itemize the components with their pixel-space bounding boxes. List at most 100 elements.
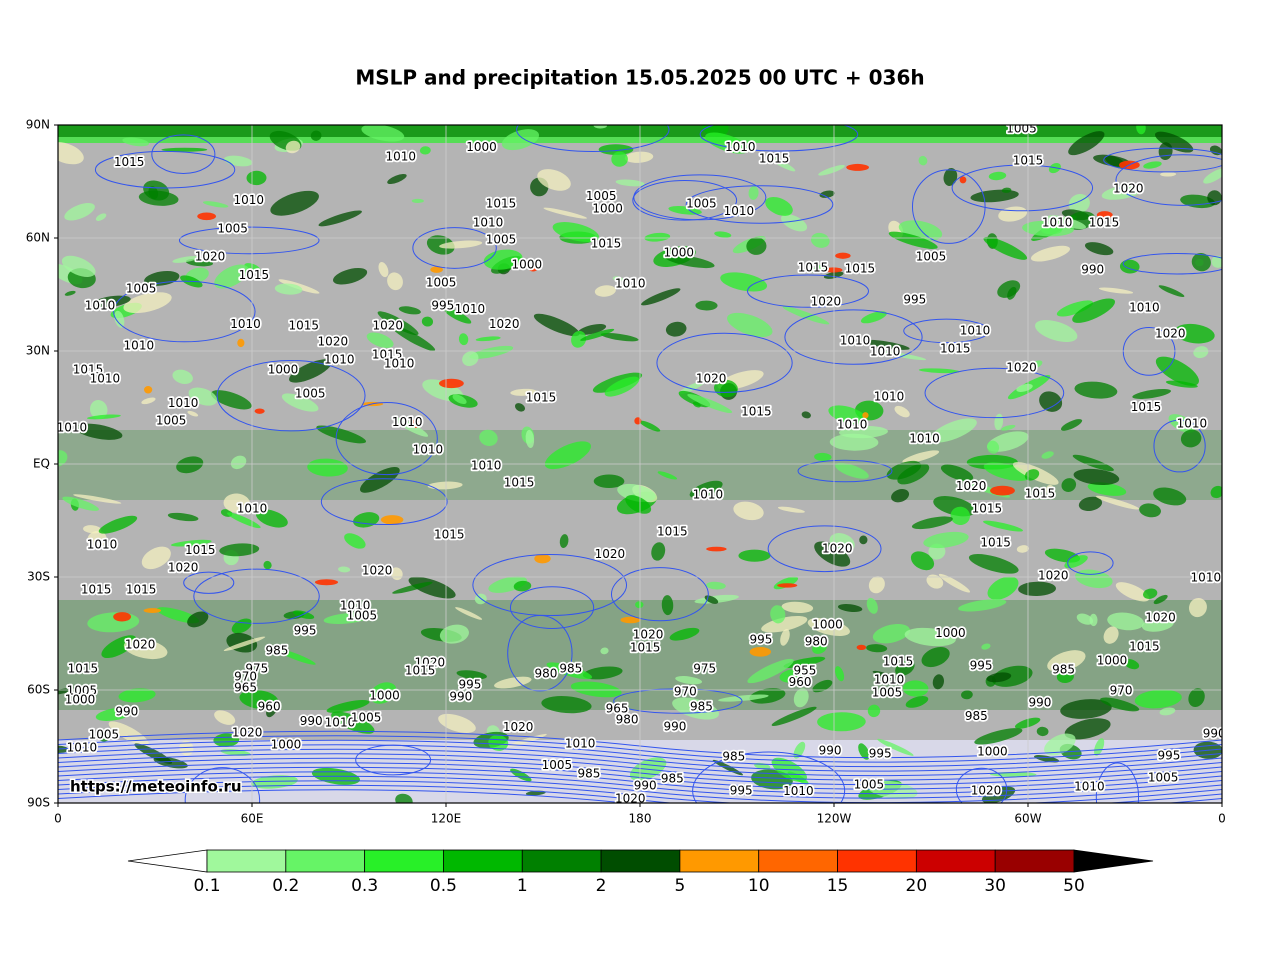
precip-blob [143, 180, 170, 201]
pressure-label: 1015 [798, 261, 829, 275]
precip-blob [987, 576, 1019, 600]
precip-blob [600, 332, 639, 342]
pressure-label: 1020 [811, 295, 842, 309]
precip-blob [90, 399, 108, 420]
pressure-label: 1000 [466, 140, 497, 154]
isobar-curve [151, 134, 216, 175]
pressure-label: 1005 [67, 684, 98, 698]
y-tick-label: 90S [27, 796, 50, 810]
precip-blob [185, 258, 214, 267]
precip-blob [1007, 286, 1017, 300]
pressure-label: 1000 [935, 626, 966, 640]
precip-blob [812, 679, 833, 693]
precip-blob [230, 455, 247, 470]
precip-blob [747, 658, 794, 684]
x-tick-label: 60W [1014, 812, 1041, 826]
heavy-precip [438, 378, 464, 389]
precip-blob [770, 605, 786, 624]
pressure-label: 1015 [1129, 640, 1160, 654]
pressure-label: 1015 [504, 475, 535, 489]
precip-blob [981, 643, 991, 650]
precip-blob [501, 129, 540, 151]
pressure-label: 1010 [1177, 417, 1208, 431]
pressure-label: 1020 [822, 541, 853, 555]
precip-blob [1203, 168, 1222, 184]
pressure-label: 1010 [124, 339, 155, 353]
colorbar-bin [364, 849, 444, 873]
precip-blob [310, 130, 322, 141]
pressure-label: 1020 [1145, 611, 1176, 625]
precip-blob [1158, 285, 1185, 297]
precip-blob [1154, 131, 1194, 153]
precip-blob [604, 376, 640, 397]
isobar-curve [747, 274, 869, 308]
pressure-label: 1015 [1013, 153, 1044, 167]
precip-blob [172, 369, 193, 385]
heavy-precip [237, 338, 245, 348]
precip-blob [510, 388, 538, 396]
pressure-label: 980 [805, 635, 828, 649]
precip-blob [733, 501, 764, 521]
colorbar-label: 0.1 [193, 876, 220, 896]
precip-blob [544, 441, 591, 470]
pressure-label: 1020 [232, 725, 263, 739]
precip-blob [369, 682, 397, 704]
precip-blob [170, 539, 212, 547]
precip-blob [926, 574, 944, 589]
pressure-label: 995 [1158, 748, 1181, 762]
precip-blob [1180, 429, 1202, 448]
pressure-label: 1010 [473, 215, 504, 229]
precip-blob [123, 292, 172, 314]
heavy-precip [990, 485, 1015, 496]
pressure-label: 995 [869, 747, 892, 761]
pressure-label: 1015 [980, 536, 1011, 550]
precip-blob [1074, 381, 1118, 399]
pressure-label: 1010 [230, 317, 261, 331]
precip-blob [593, 125, 607, 129]
pressure-label: 1000 [664, 246, 695, 260]
precip-blob [837, 604, 863, 612]
precip-blob [761, 615, 808, 633]
precip-blob [395, 793, 413, 803]
precip-blob [888, 231, 938, 249]
pressure-label: 990 [634, 779, 657, 793]
isobar-curve [183, 571, 235, 594]
precip-blob [75, 423, 123, 440]
x-tick-label: 180 [629, 812, 652, 826]
precip-blob [1064, 718, 1111, 740]
heavy-precip [534, 553, 551, 564]
precip-blob [868, 576, 885, 594]
heavy-precip [706, 546, 727, 552]
precip-blob [188, 387, 218, 406]
pressure-label: 1020 [373, 319, 404, 333]
pressure-label: 1020 [696, 371, 727, 385]
heavy-precip [620, 616, 641, 624]
precip-blob [214, 264, 249, 289]
precip-blob [244, 263, 261, 273]
pressure-label: 1010 [57, 420, 88, 434]
pressure-label: 1005 [351, 710, 382, 724]
isobar-curve [516, 125, 670, 153]
heavy-precip [144, 386, 153, 394]
precip-blob [377, 311, 419, 336]
colorbar-bin [994, 849, 1075, 873]
watermark: https://meteoinfo.ru [70, 778, 242, 796]
precip-blob [958, 599, 1007, 612]
precip-blob [455, 607, 483, 620]
pressure-label: 1010 [237, 502, 268, 516]
pressure-label: 1020 [1038, 568, 1069, 582]
precip-blob [332, 267, 368, 285]
pressure-label: 1005 [1006, 121, 1037, 135]
precip-blob [525, 429, 535, 449]
precip-blob [818, 164, 845, 176]
precip-blob [546, 662, 593, 680]
precip-blob [223, 636, 266, 652]
precip-blob [867, 704, 881, 718]
precip-blob [1168, 414, 1196, 433]
precip-blob [1060, 699, 1112, 719]
colorbar-label: 0.3 [351, 876, 378, 896]
precip-blob [593, 474, 625, 489]
precip-blob [1115, 582, 1150, 602]
precip-blob [1016, 545, 1030, 553]
